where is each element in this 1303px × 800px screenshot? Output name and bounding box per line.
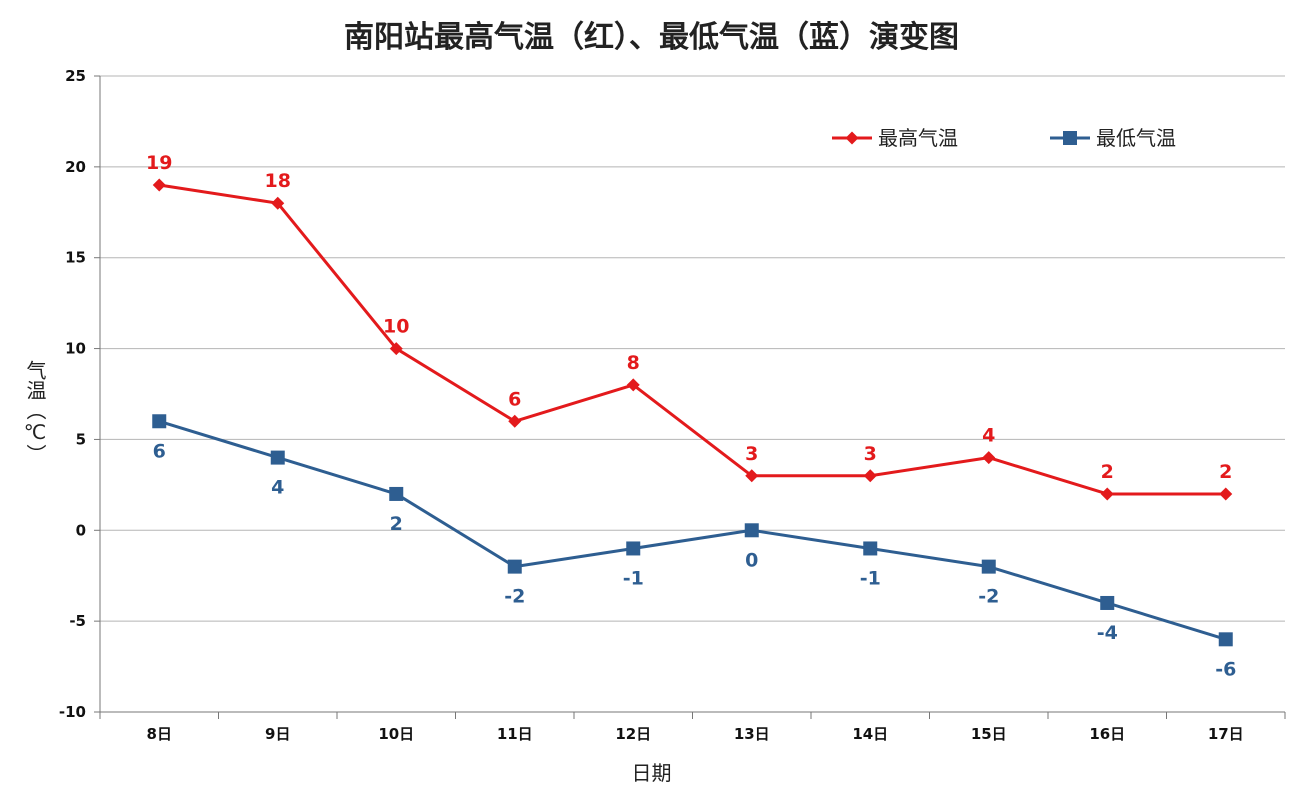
data-label: 3 — [745, 443, 758, 465]
legend: 最高气温 最低气温 — [832, 126, 1176, 150]
data-point — [1100, 487, 1114, 501]
data-point — [863, 541, 878, 556]
data-label: 2 — [1219, 461, 1232, 483]
data-label: 10 — [383, 316, 409, 338]
data-point — [389, 342, 403, 356]
y-tick-label: 10 — [65, 340, 86, 358]
data-point — [1100, 595, 1115, 610]
x-tick-label: 15日 — [971, 725, 1007, 743]
data-label: 3 — [864, 443, 877, 465]
y-tick-label: 20 — [65, 158, 86, 176]
legend-label: 最高气温 — [878, 126, 958, 150]
x-tick-label: 12日 — [615, 725, 651, 743]
y-tick-label: 5 — [76, 430, 86, 448]
series-layer: 19 18 10 6 8 3 3 4 2 2 6 4 2 -2 -1 0 -1 -2 -4 -6 — [146, 152, 1236, 680]
y-axis-label: 气温（℃） — [23, 360, 47, 464]
y-tick-label: 15 — [65, 249, 86, 267]
data-label: 2 — [390, 513, 403, 535]
data-point — [744, 523, 759, 538]
y-tick-label: 0 — [76, 521, 86, 539]
data-point — [271, 196, 285, 210]
data-label: 6 — [508, 388, 521, 410]
series-line-max-temp — [159, 183, 1226, 496]
y-tick-label: 25 — [65, 67, 86, 85]
data-label: -1 — [623, 567, 644, 589]
chart-title: 南阳站最高气温（红）、最低气温（蓝）演变图 — [344, 20, 959, 55]
data-label: 4 — [271, 477, 284, 499]
data-label: -1 — [860, 567, 881, 589]
data-point — [1219, 487, 1233, 501]
x-tick-label: 14日 — [852, 725, 888, 743]
data-point — [152, 178, 166, 192]
series-line-min-temp — [158, 419, 1227, 641]
x-tick-label: 17日 — [1208, 725, 1244, 743]
data-point — [981, 559, 996, 574]
data-point — [745, 469, 759, 483]
data-label: -2 — [978, 586, 999, 608]
x-tick-label: 9日 — [265, 725, 290, 743]
x-tick-label: 11日 — [497, 725, 533, 743]
data-point — [982, 451, 996, 465]
data-label: 2 — [1101, 461, 1114, 483]
data-point — [508, 414, 522, 428]
data-point — [152, 414, 167, 429]
data-point — [1063, 131, 1077, 145]
data-point — [1218, 632, 1233, 647]
data-label: -4 — [1097, 622, 1118, 644]
data-label: 19 — [146, 152, 172, 174]
data-label: 18 — [265, 170, 291, 192]
x-axis-label: 日期 — [631, 761, 672, 785]
x-tick-label: 8日 — [147, 725, 172, 743]
data-point — [626, 378, 640, 392]
data-point — [507, 559, 522, 574]
data-label: -2 — [504, 586, 525, 608]
x-tick-label: 10日 — [378, 725, 414, 743]
data-label: -6 — [1215, 658, 1236, 680]
data-point — [845, 131, 859, 145]
data-label: 8 — [627, 352, 640, 374]
x-tick-label: 13日 — [734, 725, 770, 743]
legend-label: 最低气温 — [1096, 126, 1176, 150]
data-label: 6 — [153, 440, 166, 462]
data-point — [270, 450, 285, 465]
data-label: 4 — [982, 425, 995, 447]
y-tick-label: -10 — [59, 703, 86, 721]
data-label: 0 — [745, 549, 758, 571]
data-point — [389, 486, 404, 501]
data-point — [626, 541, 641, 556]
x-tick-label: 16日 — [1089, 725, 1125, 743]
y-tick-label: -5 — [69, 612, 86, 630]
data-point — [863, 469, 877, 483]
